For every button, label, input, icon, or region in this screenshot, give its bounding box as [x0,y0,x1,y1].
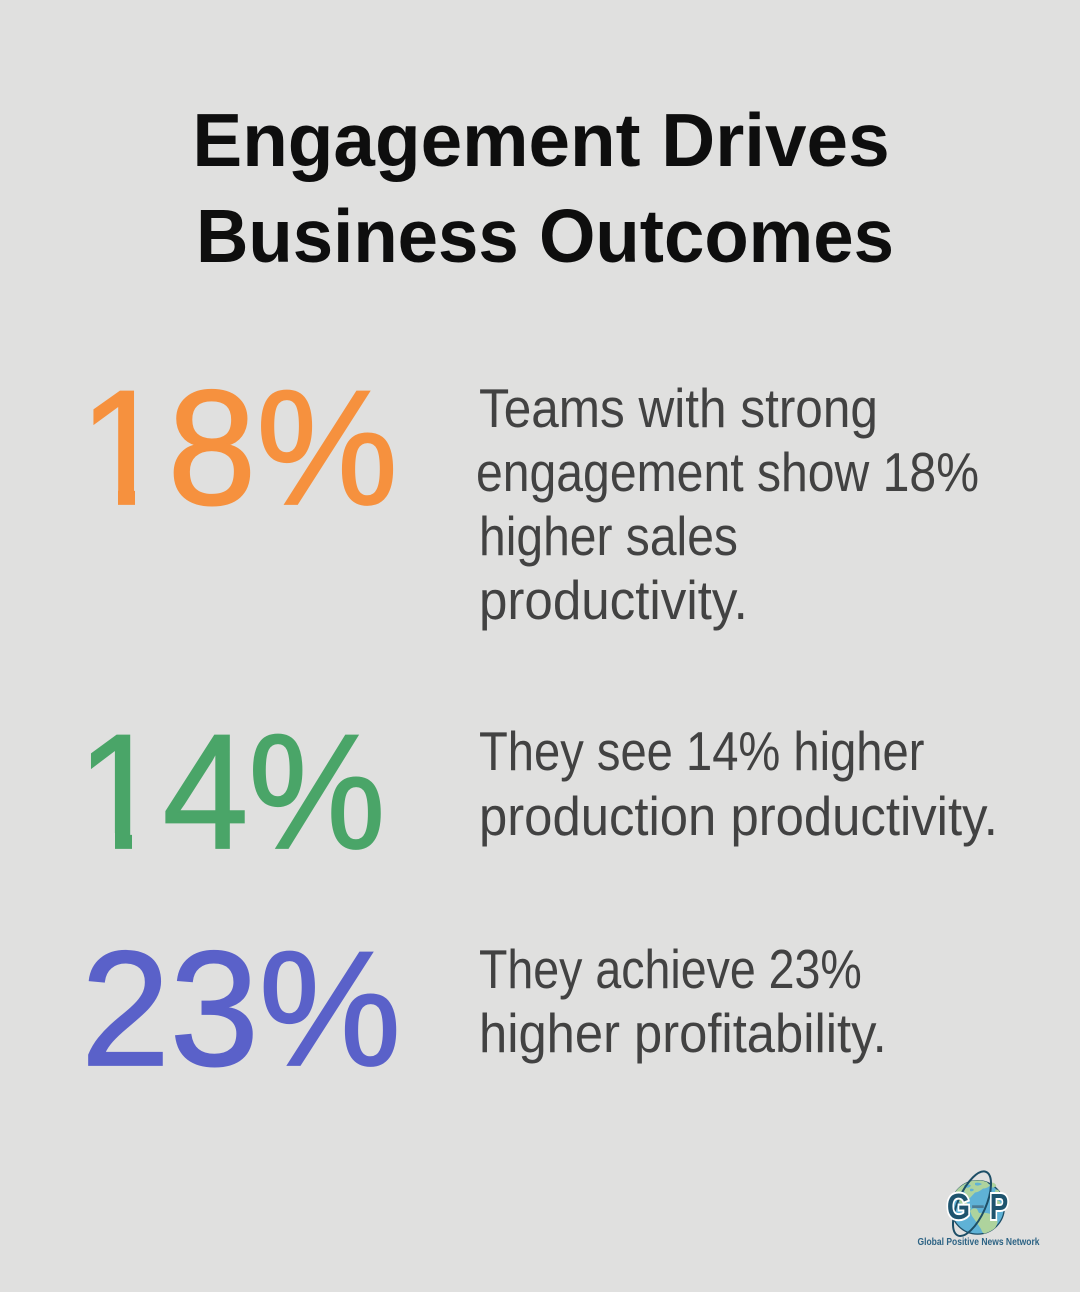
svg-text:G: G [947,1187,970,1227]
svg-text:P: P [990,1186,1009,1227]
svg-text:Global Positive News Network: Global Positive News Network [918,1237,1040,1248]
